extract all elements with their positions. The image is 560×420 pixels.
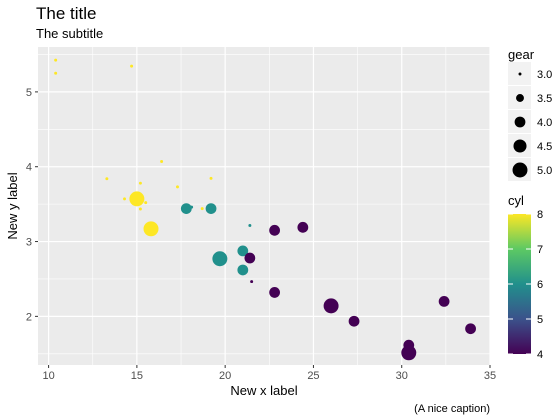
data-point [269,225,280,236]
size-legend-key [515,117,526,128]
data-point [181,203,192,214]
y-tick-label: 5 [26,87,32,99]
x-axis-label: New x label [230,383,297,398]
x-tick-label: 35 [484,370,496,382]
data-point [269,287,280,298]
data-point [237,265,248,276]
x-tick-label: 30 [396,370,408,382]
plot-panel [38,47,490,365]
x-tick-label: 10 [42,370,54,382]
x-tick-label: 15 [131,370,143,382]
data-point [54,59,57,62]
y-tick-label: 2 [26,311,32,323]
data-point [176,185,179,188]
data-point [465,323,476,334]
x-tick-label: 25 [307,370,319,382]
color-legend-label: 5 [537,314,543,326]
y-tick-label: 3 [26,237,32,249]
y-tick-label: 4 [26,162,32,174]
size-legend: 3.0 3.5 4.0 4.5 5.0 [508,62,552,181]
data-point [139,208,142,211]
data-point [54,72,57,75]
data-point [248,224,251,227]
data-point [201,207,204,210]
data-point [324,298,339,313]
data-point [160,160,163,163]
data-point [130,65,133,68]
size-legend-label: 4.0 [537,117,552,129]
data-point [244,253,255,264]
chart-title: The title [36,4,96,23]
x-tick-label: 20 [219,370,231,382]
data-point [139,182,142,185]
color-legend-title: cyl [508,193,524,208]
color-legend-label: 8 [537,209,543,221]
size-legend-label: 3.5 [537,93,552,105]
size-legend-label: 3.0 [537,69,552,81]
data-point [250,280,253,283]
data-point [206,203,217,214]
chart-subtitle: The subtitle [36,26,103,41]
chart-caption: (A nice caption) [414,403,490,415]
data-point [212,251,227,266]
data-point [401,345,416,360]
data-point [349,316,360,327]
size-legend-key [513,139,526,152]
size-legend-label: 5.0 [537,165,552,177]
size-legend-title: gear [508,47,535,62]
color-legend-label: 7 [537,244,543,256]
data-point [210,177,213,180]
size-legend-key [513,163,528,178]
y-axis-label: New y label [5,172,20,239]
data-point [144,221,159,236]
y-axis-ticks: 2 3 4 5 [26,87,38,323]
data-point [129,191,144,206]
color-legend-label: 4 [537,349,543,361]
color-legend-label: 6 [537,279,543,291]
size-legend-key [519,73,522,76]
data-point [144,201,147,204]
data-point [105,177,108,180]
size-legend-label: 4.5 [537,141,552,153]
x-axis-ticks: 10 15 20 25 30 35 [42,365,496,382]
data-point [439,296,450,307]
data-point [123,197,126,200]
data-point [297,222,308,233]
size-legend-key [516,94,524,102]
